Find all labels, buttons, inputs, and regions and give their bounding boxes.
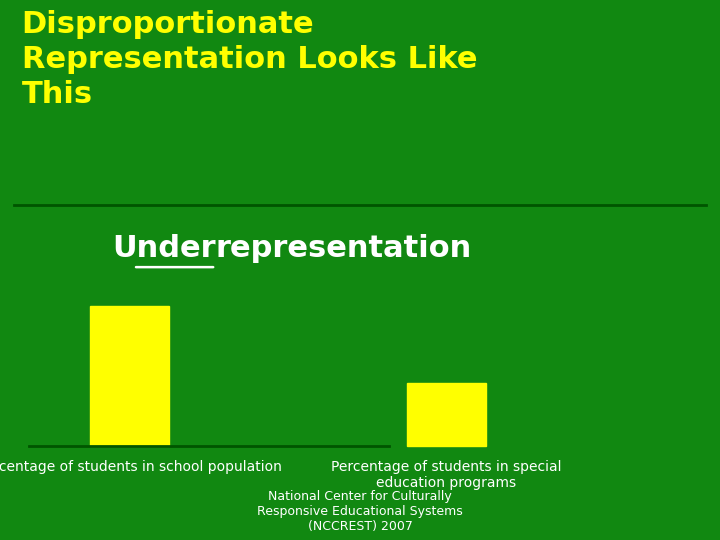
Text: Percentage of students in school population: Percentage of students in school populat… bbox=[0, 460, 282, 474]
Text: National Center for Culturally
Responsive Educational Systems
(NCCREST) 2007: National Center for Culturally Responsiv… bbox=[257, 490, 463, 534]
Text: representation: representation bbox=[216, 234, 472, 263]
Text: Percentage of students in special
education programs: Percentage of students in special educat… bbox=[331, 460, 562, 490]
Bar bbox=[407, 383, 486, 446]
Text: Under: Under bbox=[112, 234, 216, 263]
Text: Disproportionate
Representation Looks Like
This: Disproportionate Representation Looks Li… bbox=[22, 10, 477, 109]
Bar bbox=[90, 306, 169, 446]
